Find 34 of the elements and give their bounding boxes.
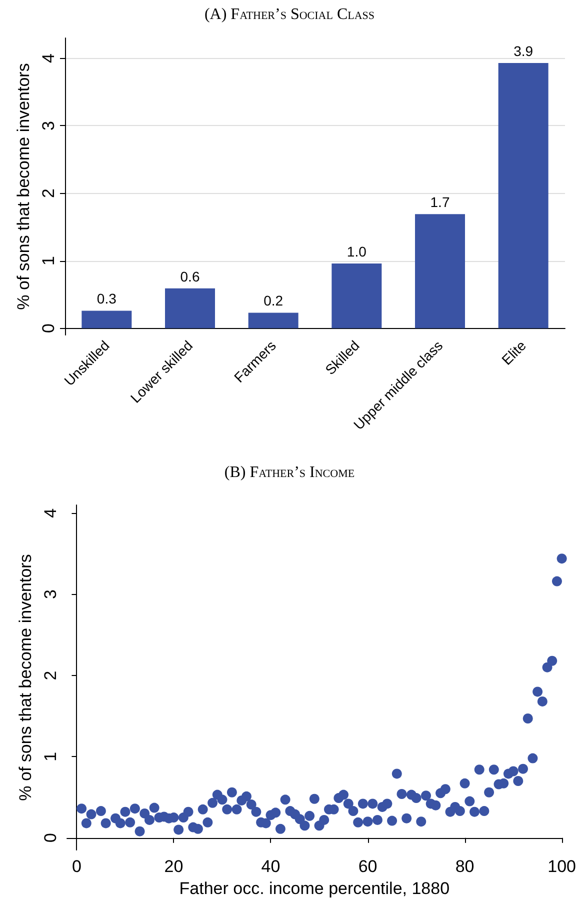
bar bbox=[498, 62, 548, 328]
data-label: 0.3 bbox=[96, 290, 117, 307]
data-label: 0.6 bbox=[180, 268, 200, 284]
y-tick-label: 3 bbox=[39, 121, 58, 130]
data-label: 0.2 bbox=[264, 292, 284, 309]
x-tick-label: 80 bbox=[455, 857, 474, 876]
bar bbox=[82, 310, 132, 328]
y-tick-label: 1 bbox=[39, 256, 58, 266]
y-tick-label: 4 bbox=[41, 508, 60, 518]
x-tick-label: 40 bbox=[261, 857, 280, 876]
y-tick-label: 4 bbox=[39, 54, 58, 63]
data-label: 3.9 bbox=[514, 42, 534, 59]
x-tick-label: 60 bbox=[358, 857, 378, 876]
x-tick-label: 20 bbox=[164, 857, 184, 876]
data-label: 1.0 bbox=[346, 243, 367, 260]
y-tick-label: 2 bbox=[39, 188, 58, 198]
chart-title: (A) Father’s Social Class bbox=[203, 6, 376, 24]
x-tick-label: Elite bbox=[498, 337, 530, 368]
bar bbox=[165, 288, 215, 328]
y-tick-label: 2 bbox=[41, 670, 60, 680]
y-tick-label: 3 bbox=[41, 590, 60, 600]
y-axis-title: % of sons that become inventors bbox=[14, 63, 34, 310]
x-axis-title: Father occ. income percentile, 1880 bbox=[179, 878, 450, 898]
chart-title: (B) Father’s Income bbox=[223, 464, 356, 482]
y-tick-label: 0 bbox=[41, 833, 60, 843]
y-axis-title: % of sons that become inventors bbox=[16, 554, 36, 801]
bar bbox=[415, 214, 465, 328]
y-tick-label: 1 bbox=[41, 752, 60, 762]
y-tick-label: 0 bbox=[39, 324, 58, 333]
bar bbox=[248, 312, 298, 328]
x-tick-label: 100 bbox=[548, 857, 576, 876]
x-tick-label: 0 bbox=[72, 857, 82, 876]
data-label: 1.7 bbox=[430, 194, 450, 210]
bar bbox=[332, 263, 382, 328]
